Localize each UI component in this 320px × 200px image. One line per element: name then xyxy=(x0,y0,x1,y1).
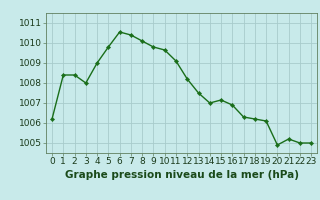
X-axis label: Graphe pression niveau de la mer (hPa): Graphe pression niveau de la mer (hPa) xyxy=(65,170,299,180)
